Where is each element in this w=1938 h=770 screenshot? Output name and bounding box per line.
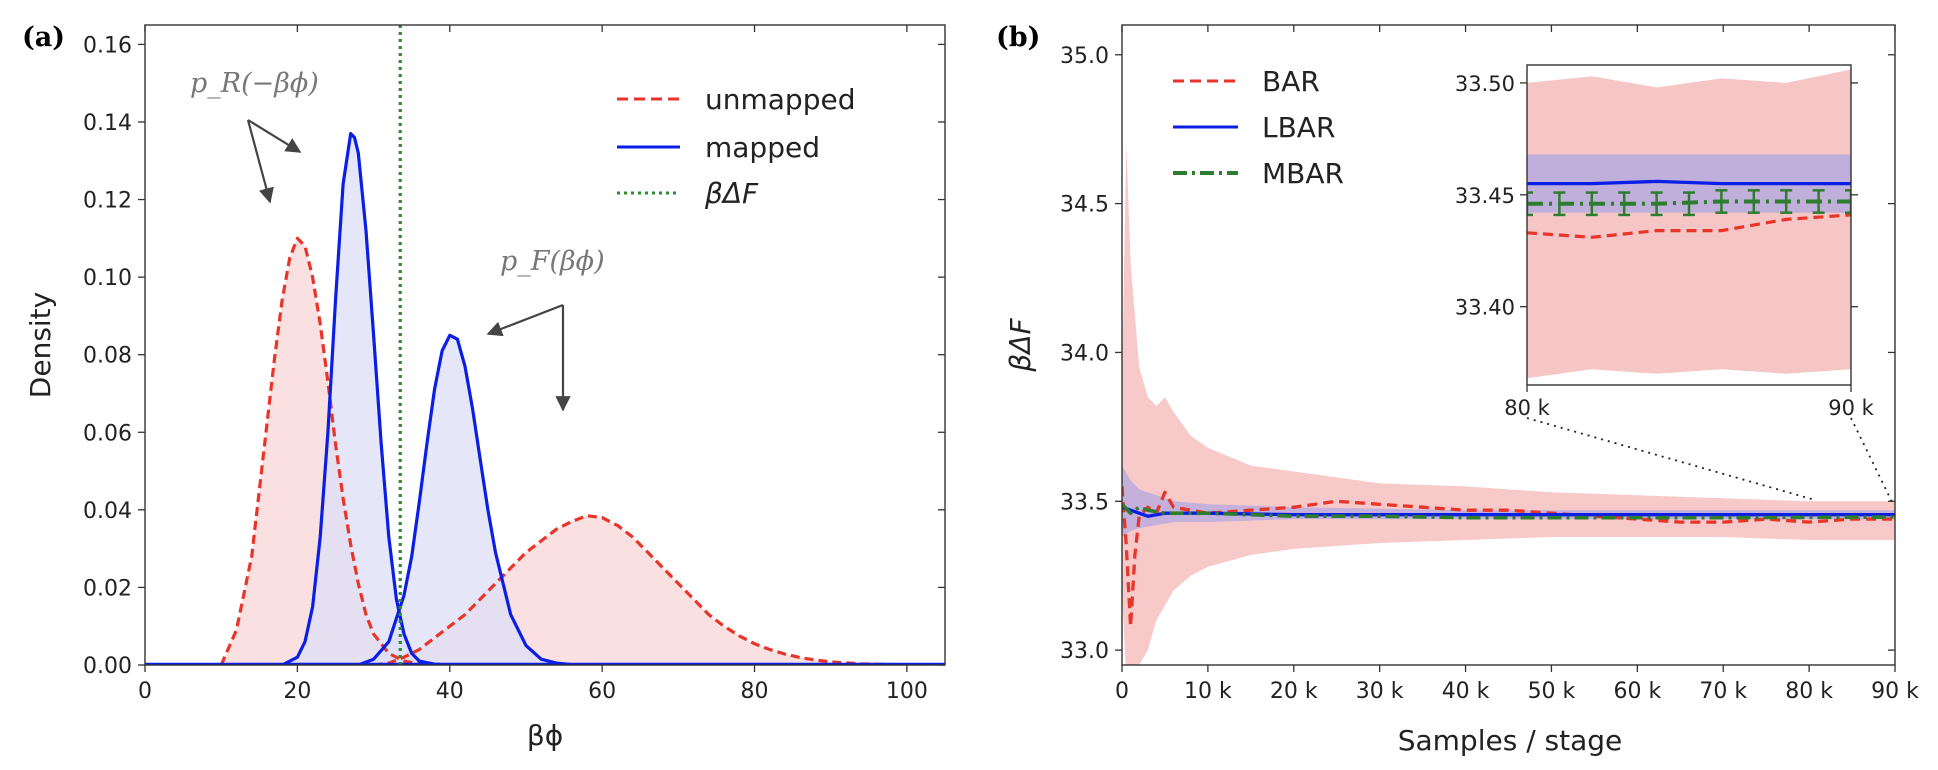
panel-b-plot: 0 10 k 20 k 30 k 40 k 50 k 60 k 70 k 80 k 90 k 33… — [1004, 24, 1919, 757]
inset-line-LBAR — [1527, 179, 1851, 186]
panel-a-ytick-label: 0.10 — [83, 266, 132, 291]
legend-lbar-label: LBAR — [1262, 111, 1335, 144]
inset-band-BAR — [1527, 69, 1851, 379]
panel-a-y-label: Density — [24, 292, 57, 398]
panel-b-tag: (b) — [996, 22, 1040, 53]
arrow-p-reverse-mapped — [247, 119, 302, 153]
zoom-connector-left — [1526, 417, 1816, 501]
panel-b-ytick-label: 33.5 — [1060, 490, 1109, 515]
panel-a-plot: 0 20 40 60 80 100 0.00 0.02 0.04 0.06 0.08 0.10 0.1… — [24, 24, 946, 752]
panel-a-ytick-label: 0.08 — [83, 344, 132, 369]
panel-b-ytick-label: 35.0 — [1060, 44, 1109, 69]
zoom-connector-right — [1850, 417, 1893, 503]
panel-b-ytick-label: 34.0 — [1060, 341, 1109, 366]
inset-zoom: 80 k 90 k 33.40 33.45 33.50 — [1455, 64, 1875, 420]
legend-unmapped-label: unmapped — [705, 83, 855, 116]
panel-b-xtick-label: 80 k — [1785, 679, 1833, 704]
panel-b-xtick-label: 60 k — [1613, 679, 1661, 704]
inset-ytick-label: 33.45 — [1455, 184, 1515, 208]
inset-line-BAR — [1527, 213, 1851, 239]
panel-b-x-label: Samples / stage — [1398, 724, 1623, 757]
inset-xtick-label: 80 k — [1504, 396, 1550, 420]
panel-b-y-label: βΔF — [1004, 318, 1037, 373]
legend-mbar-label: MBAR — [1262, 157, 1344, 190]
panel-a-xtick-label: 60 — [588, 679, 616, 704]
legend-mapped-label: mapped — [705, 131, 820, 164]
inset-ytick-label: 33.50 — [1455, 72, 1515, 96]
panel-a-curve-unmapped-0 — [219, 236, 435, 665]
panel-b-ytick-label: 33.0 — [1060, 639, 1109, 664]
panel-b-frame — [1121, 24, 1896, 666]
panel-b-xtick-label: 50 k — [1528, 679, 1576, 704]
legend-bar-label: BAR — [1262, 65, 1320, 98]
panel-a-curve-unmapped-1 — [373, 514, 923, 665]
panel-b-ytick-label: 34.5 — [1060, 193, 1109, 218]
annotation-p-forward: p_F(βϕ) — [500, 246, 605, 277]
panel-a-ytick-label: 0.00 — [83, 654, 132, 679]
panel-b-line-BAR — [1122, 486, 1895, 628]
panel-a-tag: (a) — [22, 22, 65, 53]
panel-a-fill-mapped-3 — [358, 335, 587, 665]
arrow-p-forward-mapped — [486, 303, 564, 337]
inset-xtick-label: 90 k — [1828, 396, 1874, 420]
panel-a-ytick-label: 0.16 — [83, 33, 132, 58]
panel-a-ytick-label: 0.12 — [83, 189, 132, 214]
panel-b-xtick-label: 0 — [1115, 679, 1129, 704]
panel-a-xtick-label: 0 — [138, 679, 152, 704]
panel-a-ytick-label: 0.04 — [83, 499, 132, 524]
panel-b-line-MBAR — [1122, 503, 1895, 520]
panel-a-frame — [144, 24, 946, 666]
panel-a-ytick-label: 0.02 — [83, 576, 132, 601]
panel-a-ytick-label: 0.14 — [83, 111, 132, 136]
panel-b-xtick-label: 10 k — [1184, 679, 1232, 704]
inset-frame — [1526, 64, 1852, 386]
arrow-p-reverse-unmapped — [246, 119, 274, 204]
panel-a-legend: unmapped mapped βΔF — [617, 83, 855, 210]
panel-a-xtick-label: 40 — [436, 679, 464, 704]
panel-b-legend: BAR LBAR MBAR — [1173, 65, 1344, 190]
panel-a-curve-mapped-3 — [357, 333, 587, 665]
panel-b-xtick-label: 20 k — [1270, 679, 1318, 704]
panel-a-curve-mapped-2 — [281, 132, 450, 665]
panel-a-xtick-label: 80 — [741, 679, 769, 704]
annotation-p-reverse: p_R(−βϕ) — [190, 68, 319, 99]
panel-b-band-BAR — [1122, 144, 1895, 665]
panel-b-xtick-label: 90 k — [1871, 679, 1919, 704]
panel-a-ytick-label: 0.06 — [83, 421, 132, 446]
panel-a-xtick-label: 20 — [283, 679, 311, 704]
inset-ytick-label: 33.40 — [1455, 296, 1515, 320]
panel-b-xtick-label: 30 k — [1356, 679, 1404, 704]
panel-a-fill-mapped-2 — [282, 133, 450, 665]
panel-b-xtick-label: 70 k — [1699, 679, 1747, 704]
legend-dF-label: βΔF — [704, 177, 759, 210]
panel-a-xtick-label: 100 — [886, 679, 928, 704]
panel-a-x-label: βϕ — [527, 719, 563, 752]
panel-b-xtick-label: 40 k — [1442, 679, 1490, 704]
